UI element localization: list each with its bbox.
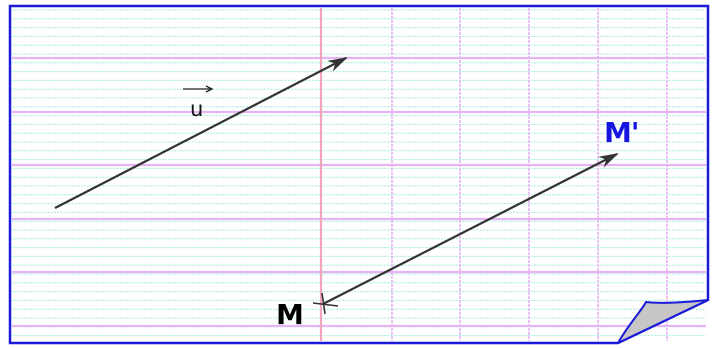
page-curl-icon bbox=[617, 299, 709, 344]
point-m-cross-mark-icon bbox=[312, 292, 339, 315]
ruled-grid bbox=[12, 4, 706, 341]
point-m-label: M bbox=[276, 298, 303, 331]
vector-u-arrow bbox=[54, 57, 348, 209]
vector-u-label: u bbox=[190, 97, 203, 121]
translation-arrow-m-to-m-prime bbox=[322, 153, 619, 305]
point-m-prime-label: M' bbox=[604, 116, 638, 149]
paper-background bbox=[10, 6, 708, 343]
vector-overline-arrow-icon bbox=[183, 85, 214, 93]
